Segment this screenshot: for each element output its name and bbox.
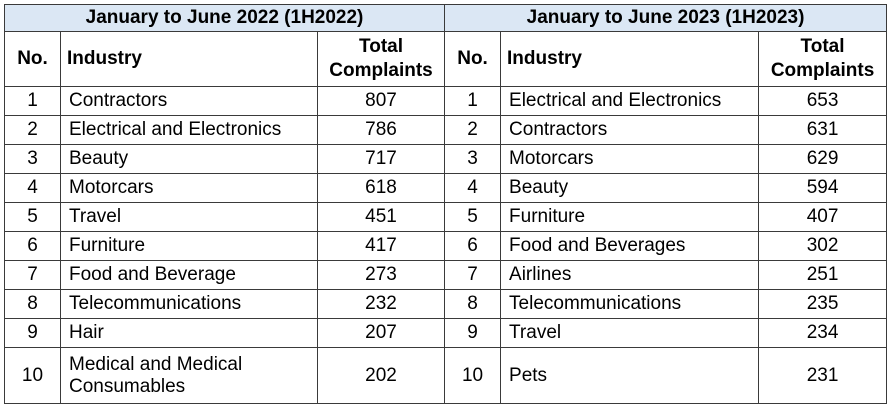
industry-2022: Contractors — [60, 86, 318, 116]
total-2023: 594 — [758, 173, 888, 203]
complaints-comparison-table: January to June 2022 (1H2022) January to… — [3, 4, 888, 404]
total-2022: 717 — [316, 144, 446, 174]
total-2023: 231 — [758, 347, 888, 404]
industry-2023: Food and Beverages — [500, 231, 760, 261]
rank-2022: 1 — [4, 86, 61, 116]
industry-2022: Beauty — [60, 144, 318, 174]
total-2022: 417 — [316, 231, 446, 261]
total-2023: 235 — [758, 289, 888, 319]
rank-2023: 9 — [444, 318, 502, 348]
industry-2022: Hair — [60, 318, 318, 348]
total-2023: 251 — [758, 260, 888, 290]
table-row: 6 Furniture 417 6 Food and Beverages 302 — [4, 231, 888, 261]
complaints-comparison-table-wrapper: January to June 2022 (1H2022) January to… — [3, 4, 888, 404]
total-2023: 407 — [758, 202, 888, 232]
column-header-row: No. Industry Total Complaints No. Indust… — [4, 31, 888, 87]
industry-2022: Furniture — [60, 231, 318, 261]
period-header-2023: January to June 2023 (1H2023) — [444, 4, 888, 32]
rank-2022: 3 — [4, 144, 61, 174]
total-2023: 234 — [758, 318, 888, 348]
industry-2022: Travel — [60, 202, 318, 232]
industry-2022: Motorcars — [60, 173, 318, 203]
table-row: 8 Telecommunications 232 8 Telecommunica… — [4, 289, 888, 319]
rank-2022: 6 — [4, 231, 61, 261]
total-2022: 207 — [316, 318, 446, 348]
rank-2022: 7 — [4, 260, 61, 290]
total-2023: 302 — [758, 231, 888, 261]
col-header-no-2022: No. — [4, 31, 61, 87]
industry-2023: Contractors — [500, 115, 760, 145]
industry-2023: Furniture — [500, 202, 760, 232]
rank-2023: 6 — [444, 231, 502, 261]
rank-2023: 7 — [444, 260, 502, 290]
total-2022: 451 — [316, 202, 446, 232]
table-row: 10 Medical and Medical Consumables 202 1… — [4, 347, 888, 404]
rank-2022: 10 — [4, 347, 61, 404]
col-header-industry-2023: Industry — [500, 31, 760, 87]
rank-2022: 2 — [4, 115, 61, 145]
table-row: 1 Contractors 807 1 Electrical and Elect… — [4, 86, 888, 116]
rank-2023: 4 — [444, 173, 502, 203]
rank-2023: 8 — [444, 289, 502, 319]
total-2022: 786 — [316, 115, 446, 145]
table-row: 4 Motorcars 618 4 Beauty 594 — [4, 173, 888, 203]
industry-2023: Electrical and Electronics — [500, 86, 760, 116]
total-2023: 631 — [758, 115, 888, 145]
period-header-2022: January to June 2022 (1H2022) — [3, 4, 446, 32]
rank-2022: 9 — [4, 318, 61, 348]
rank-2023: 10 — [444, 347, 502, 404]
total-2022: 202 — [316, 347, 446, 404]
industry-2023: Beauty — [500, 173, 760, 203]
total-2023: 629 — [758, 144, 888, 174]
table-row: 7 Food and Beverage 273 7 Airlines 251 — [4, 260, 888, 290]
rank-2023: 3 — [444, 144, 502, 174]
table-row: 5 Travel 451 5 Furniture 407 — [4, 202, 888, 232]
industry-2023: Telecommunications — [500, 289, 760, 319]
industry-2022: Medical and Medical Consumables — [60, 347, 318, 404]
industry-2022: Electrical and Electronics — [60, 115, 318, 145]
industry-2023: Pets — [500, 347, 760, 404]
rank-2022: 8 — [4, 289, 61, 319]
rank-2022: 5 — [4, 202, 61, 232]
total-2022: 273 — [316, 260, 446, 290]
industry-2022: Telecommunications — [60, 289, 318, 319]
table-row: 3 Beauty 717 3 Motorcars 629 — [4, 144, 888, 174]
total-2022: 618 — [316, 173, 446, 203]
col-header-total-2023: Total Complaints — [758, 31, 888, 87]
rank-2022: 4 — [4, 173, 61, 203]
total-2022: 232 — [316, 289, 446, 319]
rank-2023: 2 — [444, 115, 502, 145]
industry-2022: Food and Beverage — [60, 260, 318, 290]
industry-2023: Travel — [500, 318, 760, 348]
industry-2023: Airlines — [500, 260, 760, 290]
rank-2023: 5 — [444, 202, 502, 232]
table-row: 2 Electrical and Electronics 786 2 Contr… — [4, 115, 888, 145]
total-2023: 653 — [758, 86, 888, 116]
table-row: 9 Hair 207 9 Travel 234 — [4, 318, 888, 348]
col-header-total-2022: Total Complaints — [316, 31, 446, 87]
total-2022: 807 — [316, 86, 446, 116]
col-header-industry-2022: Industry — [60, 31, 318, 87]
col-header-no-2023: No. — [444, 31, 502, 87]
rank-2023: 1 — [444, 86, 502, 116]
industry-2023: Motorcars — [500, 144, 760, 174]
period-header-row: January to June 2022 (1H2022) January to… — [3, 4, 888, 32]
